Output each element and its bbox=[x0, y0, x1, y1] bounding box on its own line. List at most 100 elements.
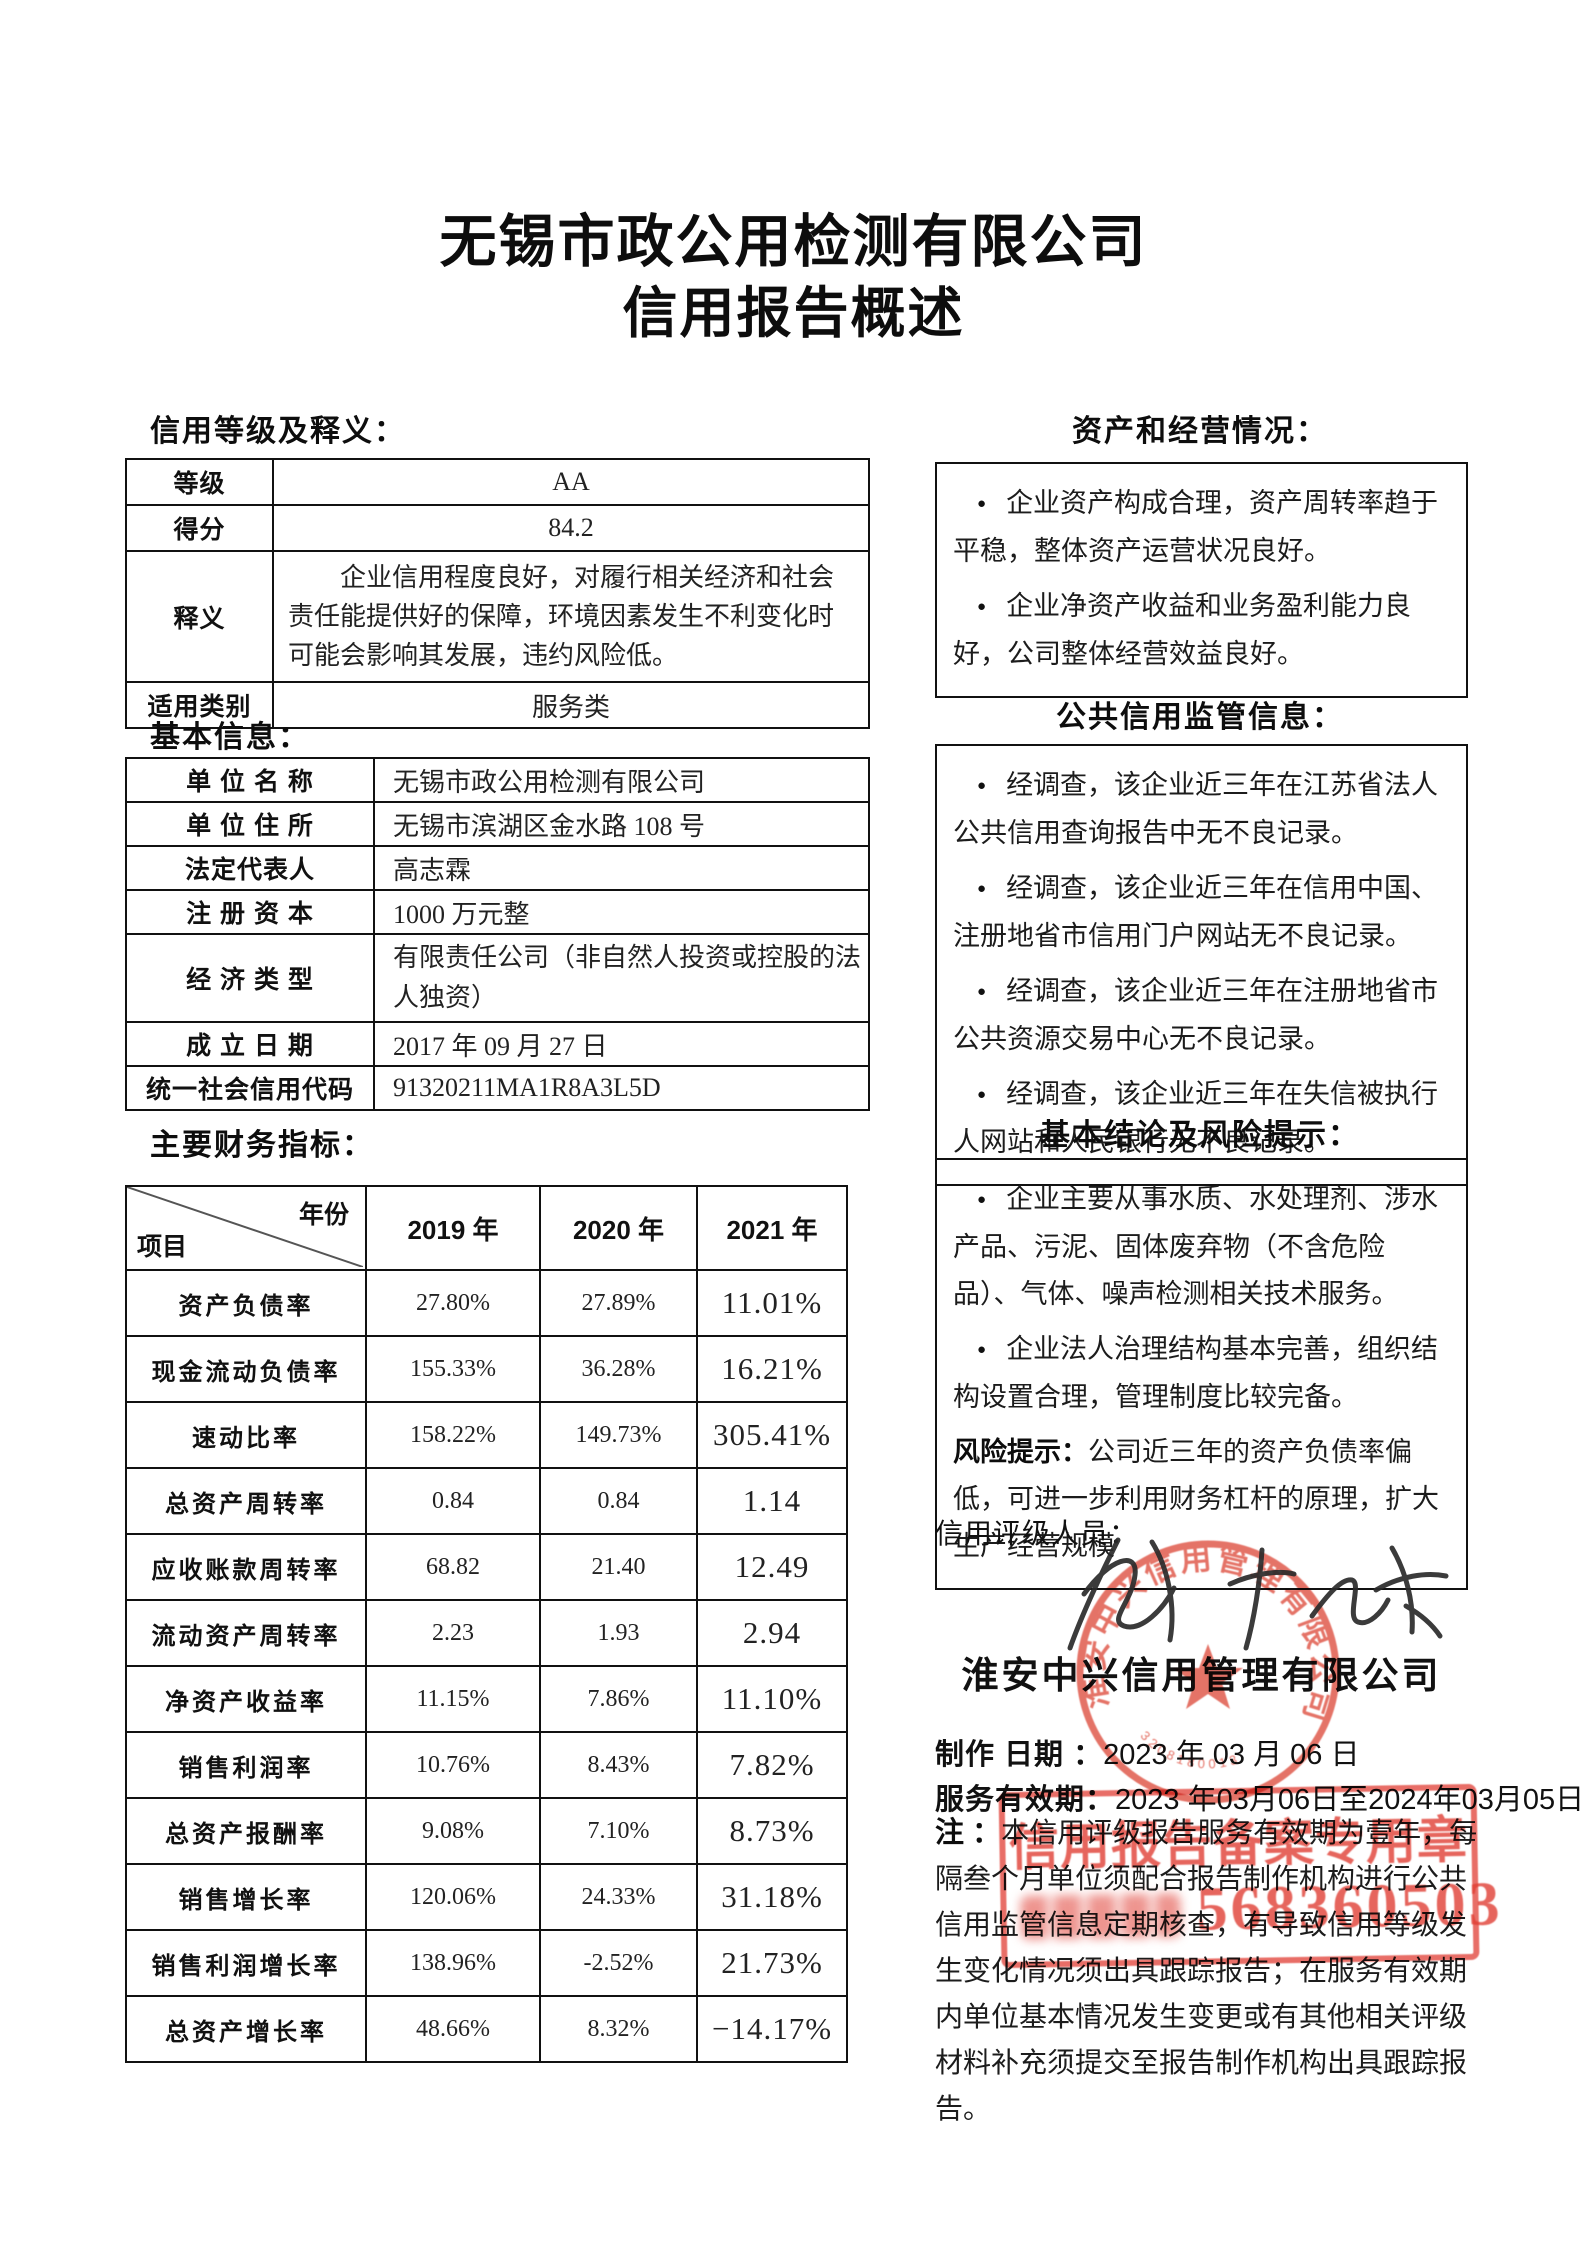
made-date-value: 2023 年 03 月 06 日 bbox=[1103, 1739, 1360, 1771]
bullet-text: 经调查，该企业近三年在注册地省市公共资源交易中心无不良记录。 bbox=[953, 976, 1439, 1054]
bullet-icon bbox=[953, 1334, 1006, 1364]
footnote: 注 ：本信用评级报告服务有效期为壹年，每隔叁个月单位须配合报告制作机构进行公共信… bbox=[935, 1810, 1487, 2133]
credit-code-label: 统一社会信用代码 bbox=[125, 1065, 375, 1111]
bullet-icon bbox=[953, 976, 1006, 1006]
credit-code-value: 91320211MA1R8A3L5D bbox=[373, 1065, 870, 1111]
heading-rating: 信用等级及释义： bbox=[150, 415, 406, 448]
founded-date-value: 2017 年 09 月 27 日 bbox=[373, 1021, 870, 1067]
footnote-text: 本信用评级报告服务有效期为壹年，每隔叁个月单位须配合报告制作机构进行公共信用监管… bbox=[935, 1818, 1478, 2125]
capital-label: 注 册 资 本 bbox=[125, 889, 375, 935]
metric-value: 138.96% bbox=[365, 1929, 541, 1997]
bullet-icon bbox=[953, 1079, 1006, 1109]
legal-rep-value: 高志霖 bbox=[373, 845, 870, 891]
year-column-2020: 2020 年 bbox=[539, 1185, 698, 1271]
metric-label: 销售利润增长率 bbox=[125, 1929, 367, 1997]
metric-value: −14.17% bbox=[696, 1995, 848, 2063]
table-row: 总资产增长率 48.66% 8.32% −14.17% bbox=[125, 1995, 848, 2063]
economic-type-value: 有限责任公司（非自然人投资或控股的法人独资） bbox=[373, 933, 870, 1023]
bullet-text: 企业法人治理结构基本完善，组织结构设置合理，管理制度比较完备。 bbox=[953, 1334, 1439, 1412]
table-row: 销售利润增长率 138.96% -2.52% 21.73% bbox=[125, 1929, 848, 1997]
bullet-item: 企业法人治理结构基本完善，组织结构设置合理，管理制度比较完备。 bbox=[953, 1326, 1450, 1421]
metric-value: 9.08% bbox=[365, 1797, 541, 1865]
handwritten-signature bbox=[1067, 1537, 1449, 1651]
table-row: 法定代表人 高志霖 bbox=[125, 845, 870, 891]
table-row: 速动比率 158.22% 149.73% 305.41% bbox=[125, 1401, 848, 1469]
metric-value: 11.01% bbox=[696, 1269, 848, 1337]
metric-value: 11.15% bbox=[365, 1665, 541, 1733]
metric-value: 31.18% bbox=[696, 1863, 848, 1931]
diagonal-header-cell: 年份 项目 bbox=[125, 1185, 367, 1271]
table-row: 净资产收益率 11.15% 7.86% 11.10% bbox=[125, 1665, 848, 1733]
financial-header-row: 年份 项目 2019 年 2020 年 2021 年 bbox=[125, 1185, 848, 1271]
metric-value: 155.33% bbox=[365, 1335, 541, 1403]
bullet-icon bbox=[953, 770, 1006, 800]
metric-label: 速动比率 bbox=[125, 1401, 367, 1469]
category-value: 服务类 bbox=[272, 681, 870, 729]
metric-value: 68.82 bbox=[365, 1533, 541, 1601]
metric-value: 24.33% bbox=[539, 1863, 698, 1931]
metric-label: 销售增长率 bbox=[125, 1863, 367, 1931]
diagonal-line bbox=[128, 1188, 363, 1267]
legal-rep-label: 法定代表人 bbox=[125, 845, 375, 891]
table-row: 等级 AA bbox=[125, 458, 870, 506]
table-row: 销售利润率 10.76% 8.43% 7.82% bbox=[125, 1731, 848, 1799]
metric-value: 8.73% bbox=[696, 1797, 848, 1865]
metric-label: 销售利润率 bbox=[125, 1731, 367, 1799]
metric-label: 现金流动负债率 bbox=[125, 1335, 367, 1403]
public-credit-box: 经调查，该企业近三年在江苏省法人公共信用查询报告中无不良记录。 经调查，该企业近… bbox=[935, 744, 1468, 1186]
metric-label: 资产负债率 bbox=[125, 1269, 367, 1337]
bullet-icon bbox=[953, 488, 1006, 518]
table-row: 现金流动负债率 155.33% 36.28% 16.21% bbox=[125, 1335, 848, 1403]
table-row: 经 济 类 型 有限责任公司（非自然人投资或控股的法人独资） bbox=[125, 933, 870, 1023]
bullet-icon bbox=[953, 873, 1006, 903]
table-row: 单 位 名 称 无锡市政公用检测有限公司 bbox=[125, 757, 870, 803]
rating-label: 等级 bbox=[125, 458, 274, 506]
bullet-item: 经调查，该企业近三年在注册地省市公共资源交易中心无不良记录。 bbox=[953, 968, 1450, 1063]
table-row: 应收账款周转率 68.82 21.40 12.49 bbox=[125, 1533, 848, 1601]
company-name-value: 无锡市政公用检测有限公司 bbox=[373, 757, 870, 803]
bullet-item: 企业资产构成合理，资产周转率趋于平稳，整体资产运营状况良好。 bbox=[953, 480, 1450, 575]
metric-value: 7.10% bbox=[539, 1797, 698, 1865]
metric-value: 16.21% bbox=[696, 1335, 848, 1403]
metric-label: 总资产周转率 bbox=[125, 1467, 367, 1535]
metric-label: 总资产报酬率 bbox=[125, 1797, 367, 1865]
table-row: 总资产报酬率 9.08% 7.10% 8.73% bbox=[125, 1797, 848, 1865]
metric-value: 10.76% bbox=[365, 1731, 541, 1799]
heading-assets: 资产和经营情况： bbox=[1072, 415, 1328, 448]
bullet-item: 企业净资产收益和业务盈利能力良好，公司整体经营效益良好。 bbox=[953, 583, 1450, 678]
conclusion-box: 企业主要从事水质、水处理剂、涉水产品、污泥、固体废弃物（不含危险品）、气体、噪声… bbox=[935, 1158, 1468, 1590]
footnote-label: 注 ： bbox=[935, 1817, 1002, 1849]
table-row: 销售增长率 120.06% 24.33% 31.18% bbox=[125, 1863, 848, 1931]
metric-value: 7.82% bbox=[696, 1731, 848, 1799]
table-row: 得分 84.2 bbox=[125, 504, 870, 552]
table-row: 统一社会信用代码 91320211MA1R8A3L5D bbox=[125, 1065, 870, 1111]
definition-value: 企业信用程度良好，对履行相关经济和社会责任能提供好的保障，环境因素发生不利变化时… bbox=[272, 550, 870, 683]
table-row: 释义 企业信用程度良好，对履行相关经济和社会责任能提供好的保障，环境因素发生不利… bbox=[125, 550, 870, 683]
category-label: 适用类别 bbox=[125, 681, 274, 729]
metric-value: 36.28% bbox=[539, 1335, 698, 1403]
company-name-label: 单 位 名 称 bbox=[125, 757, 375, 803]
table-row: 注 册 资 本 1000 万元整 bbox=[125, 889, 870, 935]
metric-value: 158.22% bbox=[365, 1401, 541, 1469]
risk-label: 风险提示： bbox=[953, 1437, 1088, 1467]
bullet-text: 企业主要从事水质、水处理剂、涉水产品、污泥、固体废弃物（不含危险品）、气体、噪声… bbox=[953, 1184, 1439, 1309]
metric-label: 净资产收益率 bbox=[125, 1665, 367, 1733]
metric-label: 总资产增长率 bbox=[125, 1995, 367, 2063]
metric-value: 1.14 bbox=[696, 1467, 848, 1535]
bullet-text: 经调查，该企业近三年在江苏省法人公共信用查询报告中无不良记录。 bbox=[953, 770, 1439, 848]
bullet-icon bbox=[953, 1184, 1006, 1214]
basic-info-table: 单 位 名 称 无锡市政公用检测有限公司 单 位 住 所 无锡市滨湖区金水路 1… bbox=[125, 757, 870, 1111]
metric-value: 8.43% bbox=[539, 1731, 698, 1799]
metric-value: 8.32% bbox=[539, 1995, 698, 2063]
corner-year-label: 年份 bbox=[298, 1201, 349, 1229]
corner-item-label: 项目 bbox=[137, 1233, 188, 1261]
heading-conclusion: 基本结论及风险提示： bbox=[1040, 1119, 1360, 1152]
year-column-2021: 2021 年 bbox=[696, 1185, 848, 1271]
metric-value: 305.41% bbox=[696, 1401, 848, 1469]
table-row: 总资产周转率 0.84 0.84 1.14 bbox=[125, 1467, 848, 1535]
table-row: 单 位 住 所 无锡市滨湖区金水路 108 号 bbox=[125, 801, 870, 847]
metric-value: 7.86% bbox=[539, 1665, 698, 1733]
founded-date-label: 成 立 日 期 bbox=[125, 1021, 375, 1067]
metric-value: 120.06% bbox=[365, 1863, 541, 1931]
